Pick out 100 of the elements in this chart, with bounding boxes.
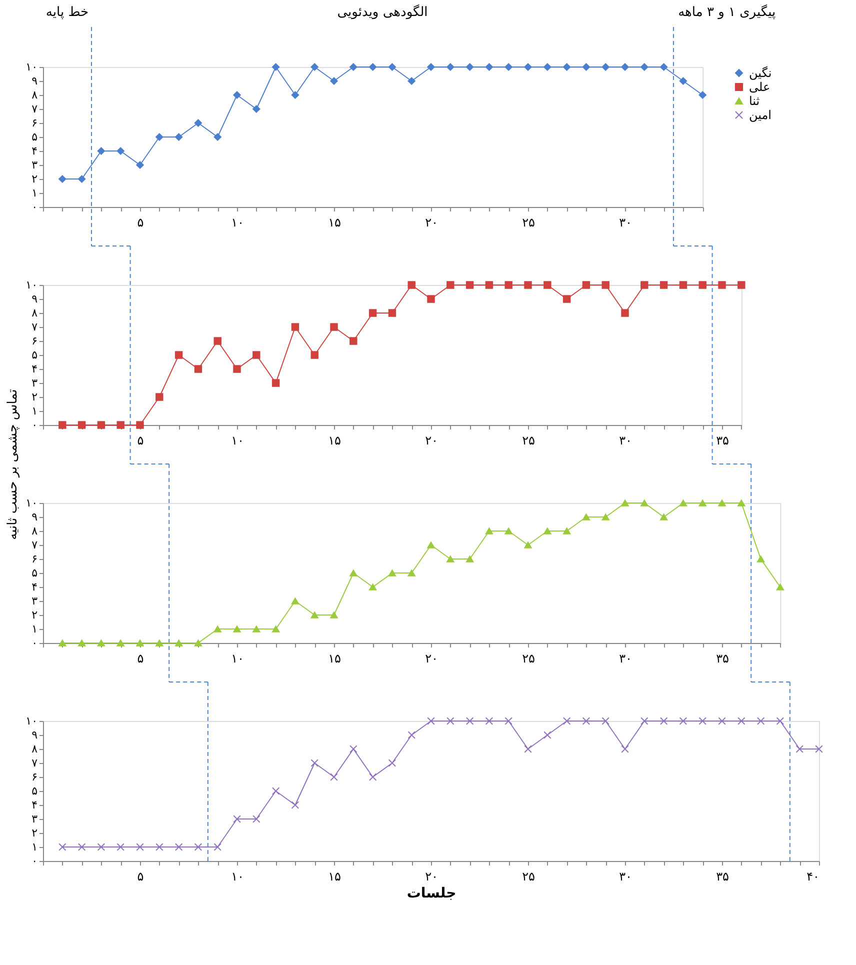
point — [156, 640, 164, 646]
y-tick-label: ۵ — [32, 784, 38, 798]
point — [466, 717, 474, 725]
x-tick-label: ۳۰ — [619, 434, 632, 448]
x-tick-label: ۲۵ — [522, 434, 535, 448]
point — [310, 759, 318, 767]
x-tick-label: ۱۰ — [231, 652, 244, 666]
point — [621, 745, 629, 753]
y-tick-label: ۴ — [32, 580, 38, 594]
y-tick-label: ۶ — [32, 770, 38, 784]
y-tick-label: ۹ — [32, 292, 38, 306]
x-axis-title: جلسات — [406, 886, 456, 902]
y-tick-label: ۱۰ — [26, 278, 38, 292]
y-tick-label: ۸ — [32, 524, 38, 538]
point — [718, 281, 726, 289]
y-tick-label: ۴ — [32, 362, 38, 376]
point — [310, 63, 318, 71]
point — [116, 147, 124, 155]
y-tick-label: ۰ — [32, 418, 38, 432]
point — [233, 365, 241, 373]
point — [582, 514, 590, 520]
point — [291, 598, 300, 604]
point — [252, 815, 260, 823]
y-tick-label: ۹ — [32, 74, 38, 88]
y-tick-label: ۰ — [32, 636, 38, 650]
x-tick-label: ۳۵ — [716, 870, 729, 884]
point — [485, 528, 494, 534]
point — [97, 640, 106, 646]
y-tick-label: ۵ — [32, 566, 38, 580]
x-tick-label: ۲۵ — [522, 216, 535, 230]
point — [408, 77, 416, 85]
point — [136, 161, 144, 169]
point — [640, 63, 648, 71]
y-tick-label: ۲ — [32, 172, 38, 186]
point — [97, 843, 106, 851]
x-tick-label: ۳۰ — [619, 652, 632, 666]
y-tick-label: ۱ — [32, 622, 38, 636]
y-tick-label: ۱۰ — [26, 60, 38, 74]
y-tick-label: ۷ — [32, 756, 38, 770]
point — [621, 500, 629, 506]
point — [738, 281, 746, 289]
y-tick-label: ۷ — [32, 538, 38, 552]
y-tick-label: ۲ — [32, 826, 38, 840]
point — [116, 421, 124, 429]
point — [602, 514, 610, 520]
legend-label: علی — [749, 80, 770, 94]
point — [738, 500, 746, 506]
point — [466, 281, 474, 289]
point — [544, 63, 552, 71]
point — [640, 500, 648, 506]
point — [582, 281, 590, 289]
point — [815, 745, 823, 753]
point — [58, 843, 66, 851]
y-tick-label: ۱ — [32, 840, 38, 854]
point — [233, 626, 241, 632]
y-tick-label: ۶ — [32, 552, 38, 566]
point — [776, 584, 784, 590]
point — [330, 612, 338, 618]
y-tick-label: ۳ — [32, 158, 38, 172]
point — [544, 731, 552, 739]
legend-label: نگین — [749, 66, 772, 80]
point — [330, 773, 338, 781]
point — [156, 843, 164, 851]
point — [174, 640, 183, 646]
y-tick-label: ۰ — [32, 854, 38, 868]
point — [408, 570, 416, 576]
point — [679, 500, 688, 506]
point — [272, 787, 280, 795]
point — [174, 133, 183, 141]
x-tick-label: ۳۵ — [716, 652, 729, 666]
x-tick-label: ۲۰ — [425, 216, 438, 230]
y-tick-label: ۰ — [32, 200, 38, 214]
x-tick-label: ۵ — [137, 870, 144, 884]
point — [660, 717, 668, 725]
point — [562, 528, 571, 534]
y-tick-label: ۶ — [32, 116, 38, 130]
point — [679, 717, 688, 725]
point — [174, 843, 183, 851]
y-axis-title: تماس چشمی بر حسب ثانیه — [6, 388, 21, 540]
point — [78, 843, 86, 851]
point — [214, 843, 222, 851]
point — [368, 63, 377, 71]
x-tick-label: ۱۰ — [231, 434, 244, 448]
point — [136, 421, 144, 429]
legend-label: ثنا — [749, 94, 760, 108]
point — [97, 421, 106, 429]
point — [640, 717, 648, 725]
point — [78, 640, 86, 646]
y-tick-label: ۸ — [32, 88, 38, 102]
x-tick-label: ۳۵ — [716, 434, 729, 448]
point — [640, 281, 648, 289]
point — [698, 717, 706, 725]
point — [621, 309, 629, 317]
point — [214, 133, 222, 141]
point — [562, 717, 571, 725]
point — [233, 91, 241, 99]
point — [602, 717, 610, 725]
y-tick-label: ۷ — [32, 102, 38, 116]
point — [524, 745, 532, 753]
legend-label: امین — [749, 108, 772, 122]
